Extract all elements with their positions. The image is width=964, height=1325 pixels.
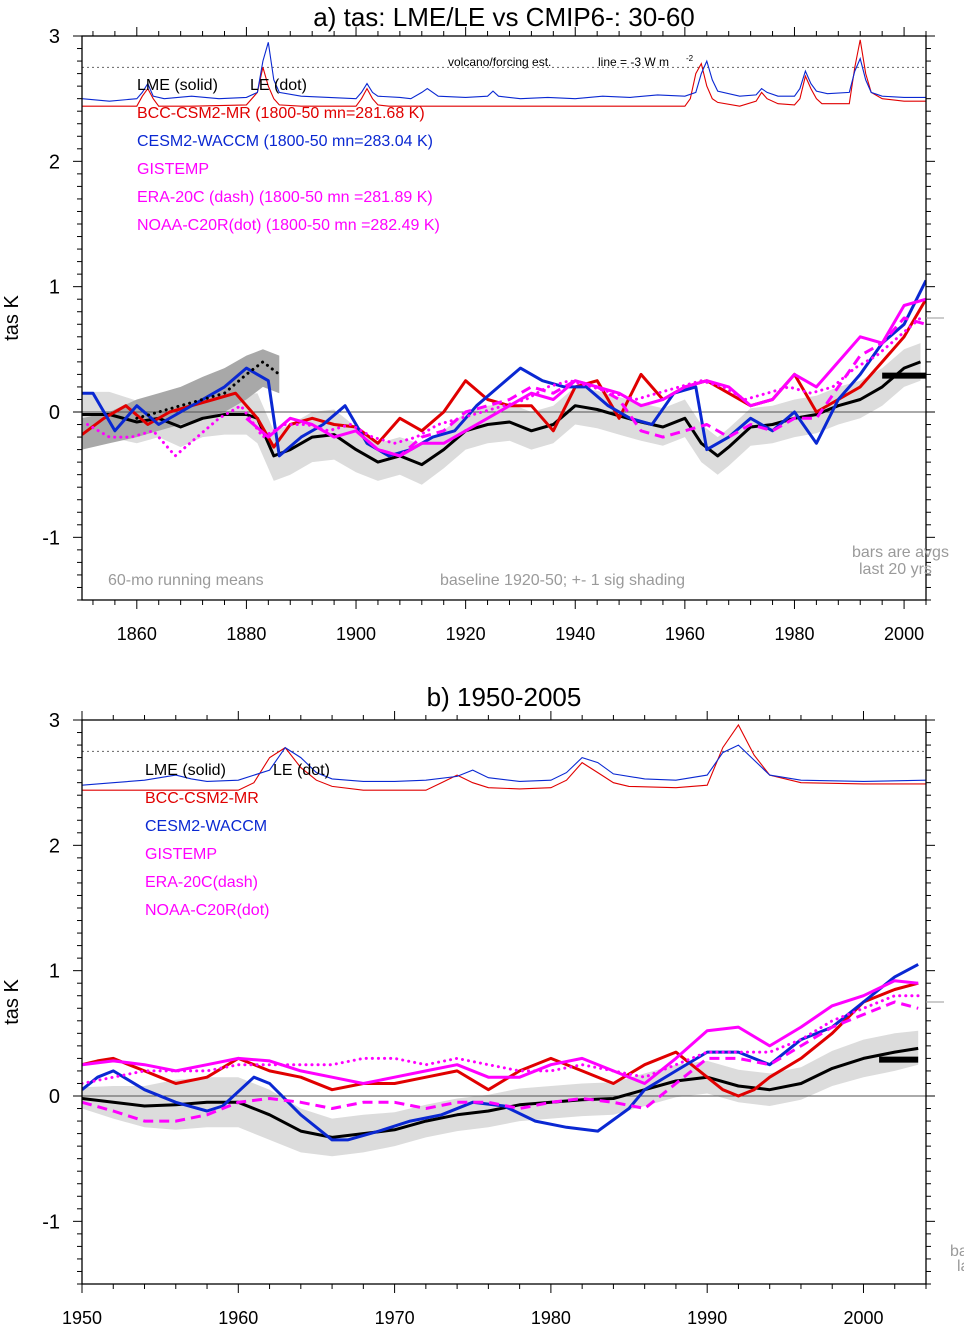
x-tick-label: 1960 [218, 1308, 258, 1325]
legend-item: CESM2-WACCM (1800-50 mn=283.04 K) [137, 133, 433, 150]
x-tick-label: 1860 [117, 624, 157, 644]
series-line-era [82, 1000, 919, 1123]
y-tick-label: 3 [49, 26, 60, 48]
le-spread-shading [82, 349, 280, 450]
legend-item: LME (solid) [137, 77, 218, 94]
x-tick-label: 1970 [375, 1308, 415, 1325]
plot-area [82, 39, 926, 485]
panel-b: b) 1950-2005 tas K 1950 1960 1970 1980 1990 200… [1, 682, 964, 1325]
x-tick-label: 1990 [687, 1308, 727, 1325]
series-line-noaa [82, 994, 920, 1085]
series-line-cesm [82, 279, 926, 458]
forcing-line-cesm [82, 744, 926, 786]
series-line-cesm [82, 963, 919, 1142]
chart-title: a) tas: LME/LE vs CMIP6-: 30-60 [313, 2, 694, 32]
x-tick-label: 1960 [665, 624, 705, 644]
legend-item: NOAA-C20R(dot) (1800-50 mn =282.49 K) [137, 217, 440, 234]
forcing-line-bcc [82, 39, 926, 107]
y-tick-label: 2 [49, 151, 60, 173]
legend-item: CESM2-WACCM [145, 818, 267, 835]
forcing-note-left: volcano/forcing est. [448, 55, 551, 69]
x-tick-label: 1980 [774, 624, 814, 644]
forcing-note-sup: -2 [686, 54, 694, 63]
y-tick-label: 2 [49, 835, 60, 857]
series-line-lme [82, 1046, 919, 1139]
y-axis-label: tas K [1, 979, 23, 1025]
y-tick-label: -1 [42, 1211, 60, 1233]
bars-note-line1: bars are avgs [852, 544, 949, 561]
legend-item: LME (solid) [145, 762, 226, 779]
baseline-note: baseline 1920-50; +- 1 sig shading [440, 572, 685, 589]
y-tick-label: 1 [49, 277, 60, 299]
bars-note-line1: ba [950, 1243, 964, 1260]
series-line-noaa [86, 316, 922, 458]
legend-item: LE (dot) [250, 77, 307, 94]
series-line-le [135, 360, 281, 420]
y-tick-label: 3 [49, 710, 60, 732]
x-tick-label: 1900 [336, 624, 376, 644]
plot-area [82, 723, 926, 1157]
series-line-bcc [82, 981, 919, 1098]
bars-note-line2: last 20 yrs [859, 561, 932, 578]
forcing-line-cesm [82, 42, 926, 102]
x-tick-label: 1880 [226, 624, 266, 644]
bars-note-line2: la [957, 1258, 964, 1275]
running-mean-note: 60-mo running means [108, 572, 264, 589]
legend-item: GISTEMP [145, 846, 217, 863]
series-line-lme [82, 360, 922, 467]
y-tick-label: -1 [42, 527, 60, 549]
series-line-era [355, 316, 926, 458]
y-tick-label: 0 [49, 1086, 60, 1108]
legend-item: BCC-CSM2-MR (1800-50 mn=281.68 K) [137, 105, 425, 122]
panel-a: a) tas: LME/LE vs CMIP6-: 30-60 tas K 1860… [1, 2, 949, 644]
y-tick-label: 1 [49, 961, 60, 983]
x-tick-label: 1980 [531, 1308, 571, 1325]
y-axis-label: tas K [1, 295, 23, 341]
legend-item: LE (dot) [273, 762, 330, 779]
forcing-note-right: line = -3 W m [598, 55, 669, 69]
x-tick-label: 1950 [62, 1308, 102, 1325]
legend-item: BCC-CSM2-MR [145, 790, 259, 807]
x-tick-label: 1920 [446, 624, 486, 644]
legend-item: GISTEMP [137, 161, 209, 178]
legend-item: ERA-20C(dash) [145, 874, 258, 891]
y-tick-label: 0 [49, 402, 60, 424]
x-tick-label: 2000 [843, 1308, 883, 1325]
series-line-gis [82, 979, 919, 1085]
legend-item: ERA-20C (dash) (1800-50 mn =281.89 K) [137, 189, 433, 206]
x-tick-label: 1940 [555, 624, 595, 644]
series-line-gis [245, 297, 926, 458]
x-tick-label: 2000 [884, 624, 924, 644]
chart-title: b) 1950-2005 [427, 682, 582, 712]
legend-item: NOAA-C20R(dot) [145, 902, 269, 919]
